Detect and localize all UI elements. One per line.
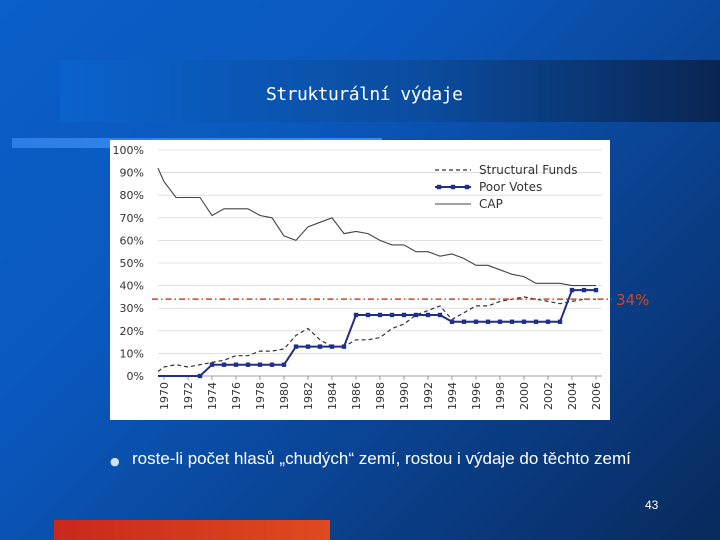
series-point xyxy=(197,373,203,379)
x-tick-label: 1996 xyxy=(470,382,483,410)
series-point xyxy=(221,362,227,367)
series-point xyxy=(593,287,599,293)
series-point xyxy=(257,362,263,367)
series-point xyxy=(329,344,335,349)
series-point xyxy=(509,319,515,324)
series-point xyxy=(341,344,347,349)
series-point xyxy=(317,344,323,349)
series-point xyxy=(533,319,539,324)
x-tick-label: 1998 xyxy=(494,382,507,410)
series-point xyxy=(233,362,239,367)
series-point xyxy=(581,287,587,293)
series-point xyxy=(245,362,251,367)
series-point xyxy=(545,319,551,324)
page-number: 43 xyxy=(645,498,659,512)
x-tick-label: 1970 xyxy=(158,382,171,410)
series-point xyxy=(485,319,491,324)
legend-label: CAP xyxy=(479,197,503,211)
y-tick-label: 90% xyxy=(120,167,144,180)
series-point xyxy=(389,312,395,318)
x-axis-ticks: 1970 1972 1974 1976 1978 1980 1982 1984 1986 1988… xyxy=(158,376,603,410)
series-structural-funds xyxy=(157,296,596,372)
x-tick-label: 1976 xyxy=(230,382,243,410)
x-tick-label: 2002 xyxy=(542,382,555,410)
series-point xyxy=(281,362,287,367)
chart-legend: Structural Funds Poor Votes CAP xyxy=(435,163,578,211)
y-tick-label: 100% xyxy=(113,144,144,157)
series-point xyxy=(209,362,215,367)
series-point xyxy=(473,319,479,324)
x-tick-label: 1978 xyxy=(254,382,267,410)
y-tick-label: 10% xyxy=(120,347,144,360)
y-tick-label: 20% xyxy=(120,325,144,338)
series-point xyxy=(269,362,275,367)
y-tick-label: 0% xyxy=(127,370,144,383)
series-point xyxy=(569,287,575,293)
chart-background xyxy=(110,140,610,420)
x-tick-label: 1974 xyxy=(206,382,219,410)
chart-lines xyxy=(157,167,599,379)
x-tick-label: 1986 xyxy=(350,382,363,410)
y-tick-label: 60% xyxy=(120,234,144,247)
x-tick-label: 1994 xyxy=(446,382,459,410)
series-point xyxy=(461,319,467,324)
series-point xyxy=(437,312,443,318)
series-point xyxy=(305,344,311,349)
legend-marker xyxy=(464,184,470,190)
series-point xyxy=(497,319,503,324)
y-tick-label: 80% xyxy=(120,189,144,202)
bullet-text: roste-li počet hlasů „chudých“ zemí, ros… xyxy=(132,449,631,468)
x-tick-label: 1984 xyxy=(326,382,339,410)
footer-accent-bar xyxy=(54,520,330,540)
series-cap xyxy=(157,167,596,287)
legend-label: Poor Votes xyxy=(479,180,542,194)
series-point xyxy=(353,312,359,318)
x-tick-label: 1972 xyxy=(182,382,195,410)
y-axis-ticks: 0% 10% 20% 30% 40% 50% 60% 70% 80% 90% 100% xyxy=(113,144,144,383)
legend-marker xyxy=(436,184,442,190)
y-tick-label: 30% xyxy=(120,302,144,315)
legend-label: Structural Funds xyxy=(479,163,578,177)
series-point xyxy=(449,319,455,324)
y-tick-label: 50% xyxy=(120,257,144,270)
x-tick-label: 2000 xyxy=(518,382,531,410)
series-point xyxy=(425,312,431,318)
series-point xyxy=(401,312,407,318)
series-point xyxy=(365,312,371,318)
x-tick-label: 2004 xyxy=(566,382,579,410)
series-point xyxy=(293,344,299,349)
x-tick-label: 2006 xyxy=(590,382,603,410)
series-point xyxy=(413,312,419,318)
title-banner xyxy=(60,60,720,122)
series-point xyxy=(377,312,383,318)
x-tick-label: 1982 xyxy=(302,382,315,410)
x-tick-label: 1990 xyxy=(398,382,411,410)
x-tick-label: 1992 xyxy=(422,382,435,410)
bullet-icon: ● xyxy=(110,455,120,468)
series-point xyxy=(557,319,563,324)
slide-title: Strukturální výdaje xyxy=(266,84,463,105)
line-chart: 0%10%20%30%40%50%60%70%80%90%100% 1970 19… xyxy=(110,140,610,420)
x-tick-label: 1980 xyxy=(278,382,291,410)
x-tick-label: 1988 xyxy=(374,382,387,410)
chart-container: 0% 10% 20% 30% 40% 50% 60% 70% 80% 90% 100% 1970 19… xyxy=(110,140,610,420)
y-tick-label: 70% xyxy=(120,212,144,225)
series-point xyxy=(521,319,527,324)
y-tick-label: 40% xyxy=(120,280,144,293)
legend-marker xyxy=(450,184,456,190)
threshold-label: 34% xyxy=(616,291,649,309)
